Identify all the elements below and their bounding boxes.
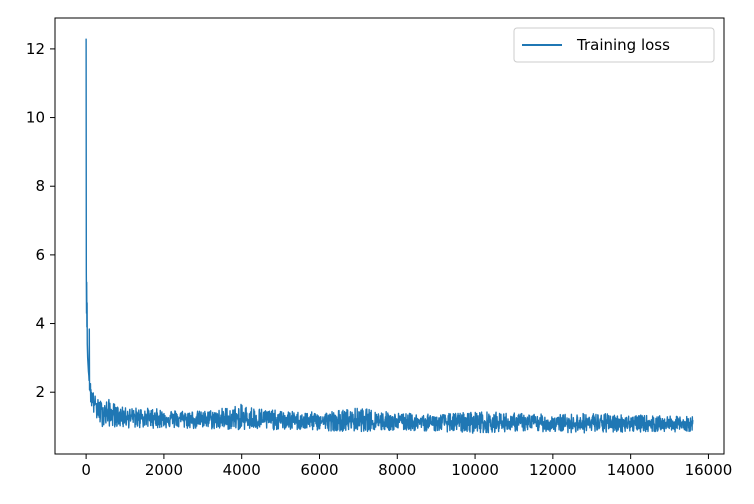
y-tick-label: 12 xyxy=(26,40,45,58)
axes: 0 2000 4000 6000 8000 10000 12000 14000 16000 2 4 6… xyxy=(26,17,733,479)
x-tick-label: 10000 xyxy=(451,461,499,479)
y-tick-label: 10 xyxy=(26,109,45,127)
x-tick-label: 2000 xyxy=(145,461,183,479)
y-tick-label: 4 xyxy=(35,315,45,333)
legend-box xyxy=(513,27,715,63)
y-tick-label: 6 xyxy=(35,246,45,264)
series-line-training-loss xyxy=(85,38,694,434)
axes-frame xyxy=(54,17,725,455)
x-tick-label: 6000 xyxy=(300,461,338,479)
y-tick-label: 2 xyxy=(35,383,45,401)
y-tick-label: 8 xyxy=(35,177,45,195)
x-tick-label: 0 xyxy=(81,461,91,479)
legend-label-training-loss: Training loss xyxy=(576,36,670,54)
x-tick-label: 16000 xyxy=(685,461,733,479)
x-tick-label: 8000 xyxy=(378,461,416,479)
legend: Training loss xyxy=(513,27,715,63)
plot-area xyxy=(85,38,694,434)
x-tick-label: 14000 xyxy=(607,461,655,479)
x-tick-label: 4000 xyxy=(223,461,261,479)
x-tick-label: 12000 xyxy=(529,461,577,479)
